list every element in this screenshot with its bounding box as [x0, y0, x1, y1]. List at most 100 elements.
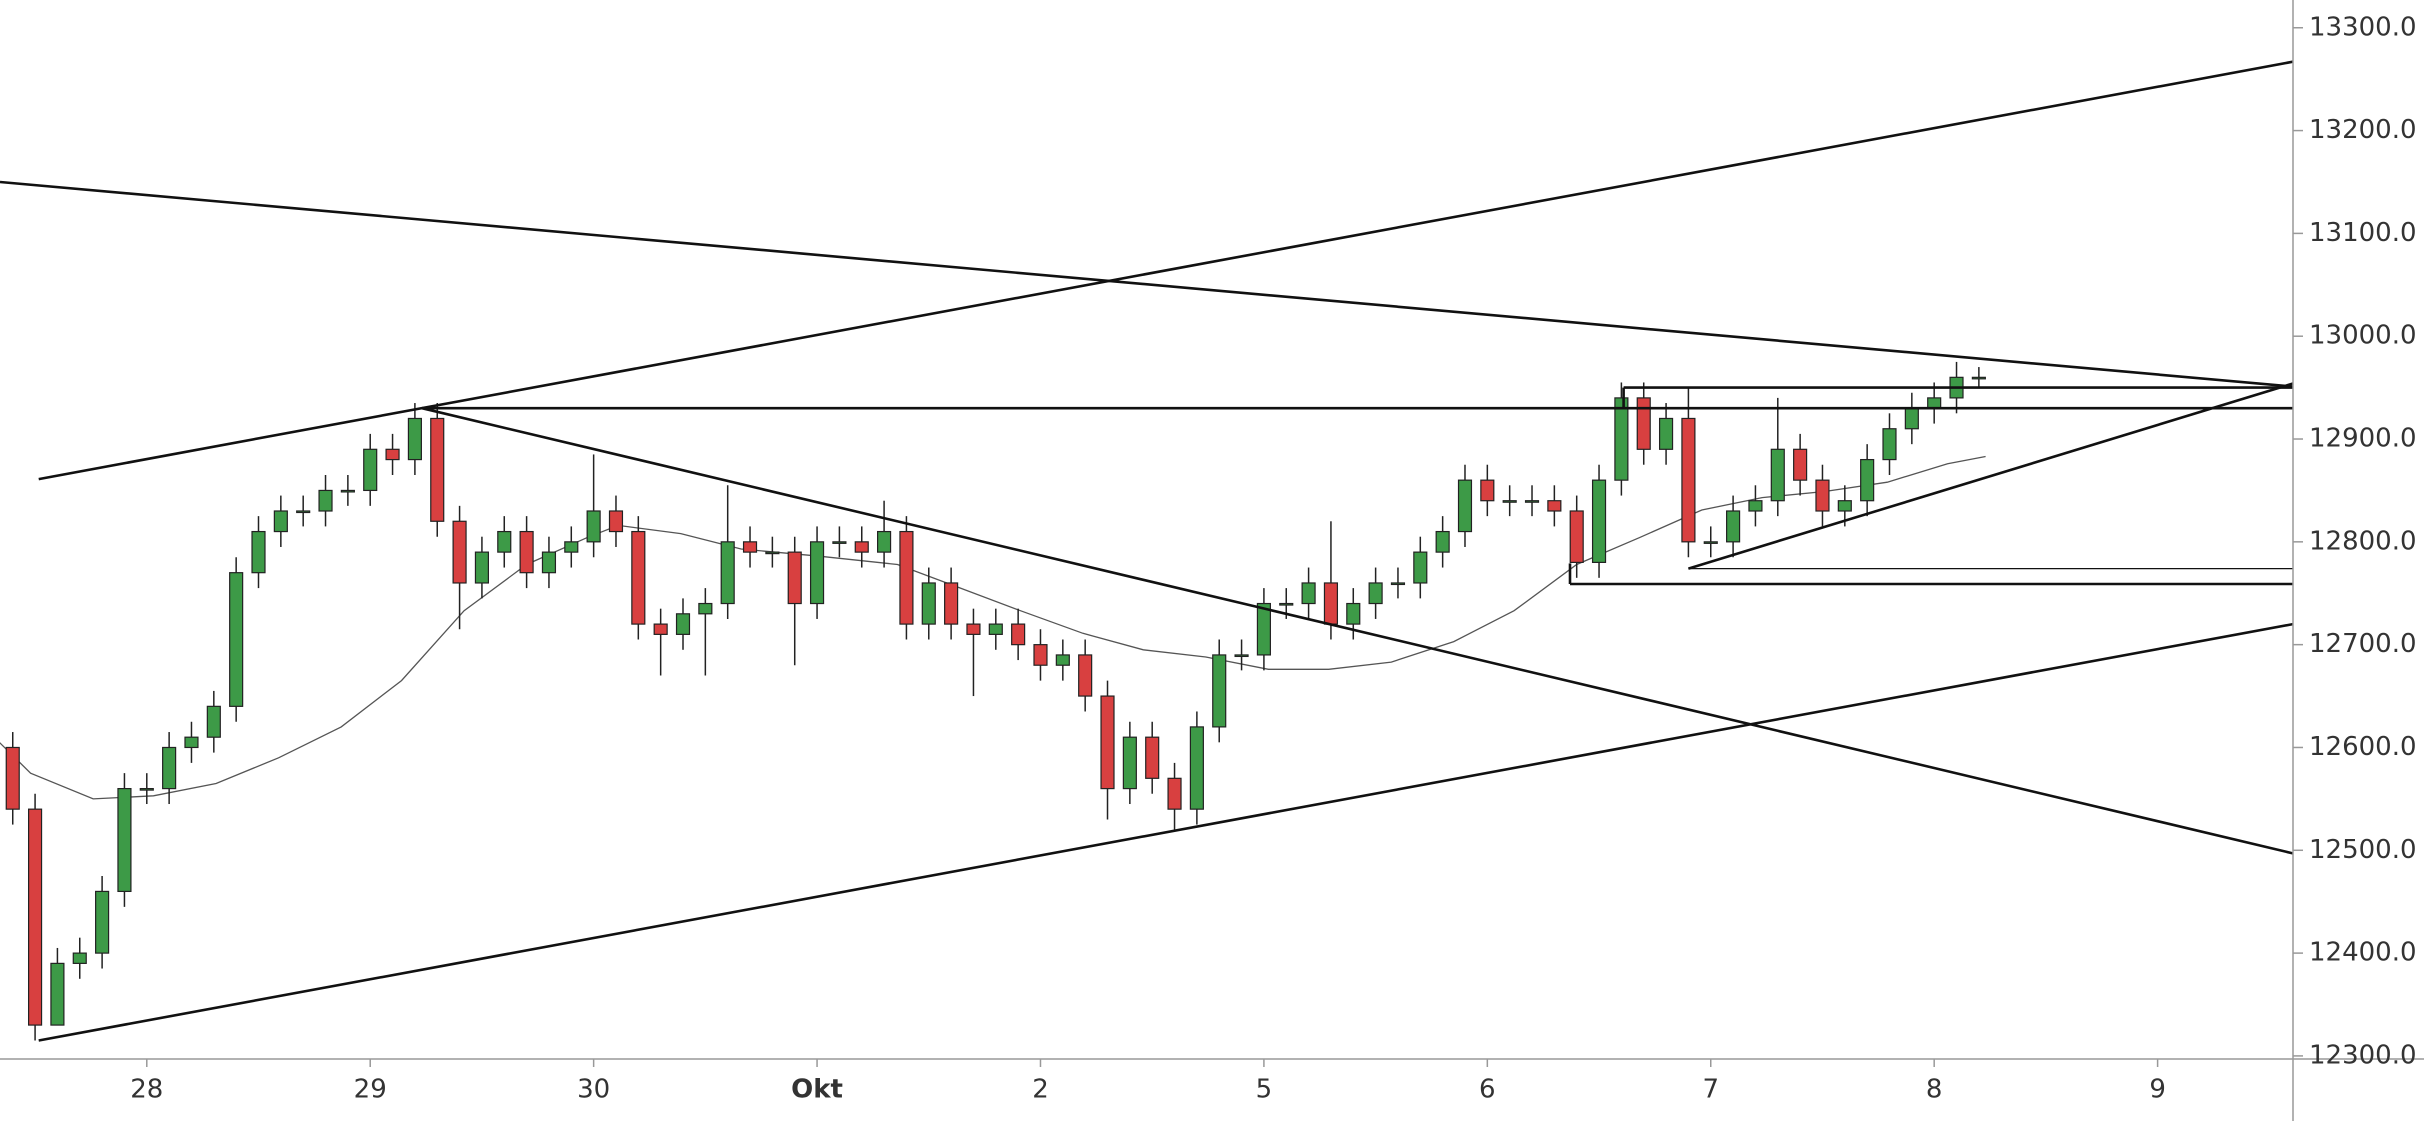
- candle-body: [1078, 654, 1093, 697]
- x-tick-label: 30: [577, 1075, 610, 1105]
- candle-body: [944, 582, 959, 625]
- y-tick-label: 12900.0: [2309, 424, 2417, 454]
- candle-body: [27, 808, 43, 1026]
- candle-body: [720, 541, 735, 605]
- candle-body: [631, 530, 646, 625]
- candle-body: [1100, 695, 1115, 790]
- candle-body: [385, 448, 400, 461]
- x-tick-label: 7: [1702, 1075, 1719, 1105]
- candle-body: [1882, 428, 1897, 461]
- candle-body: [809, 541, 825, 605]
- candle-body: [318, 489, 333, 512]
- y-tick-label: 12500.0: [2309, 835, 2417, 865]
- y-tick-label: 12300.0: [2309, 1040, 2417, 1070]
- candle-body: [1323, 582, 1339, 625]
- candle-body: [1055, 654, 1070, 666]
- y-tick-label: 13000.0: [2309, 321, 2417, 351]
- candle-body: [1011, 623, 1026, 646]
- x-tick-label: 6: [1479, 1075, 1496, 1105]
- candle-body: [1256, 602, 1271, 656]
- candle-body: [1904, 407, 1919, 430]
- candle-body: [1815, 479, 1830, 512]
- candle-body: [1726, 510, 1741, 543]
- candle-body: [698, 602, 713, 615]
- candle-body: [832, 541, 847, 544]
- candle-body: [5, 746, 20, 810]
- candle-body: [1457, 479, 1473, 533]
- y-tick-label: 12400.0: [2309, 938, 2417, 968]
- candle-body: [519, 530, 534, 574]
- candle-body: [966, 623, 981, 635]
- candle-body: [541, 551, 557, 574]
- x-tick-label: 29: [354, 1075, 387, 1105]
- candle-body: [206, 705, 221, 738]
- candle-body: [1390, 582, 1406, 586]
- candle-body: [1234, 654, 1249, 658]
- candle-body: [1569, 510, 1584, 564]
- candle-body: [675, 613, 691, 635]
- x-tick-label: 2: [1032, 1075, 1049, 1105]
- y-tick-label: 12700.0: [2309, 629, 2417, 659]
- candle-body: [251, 530, 266, 574]
- candle-body: [1480, 479, 1495, 502]
- plot-area: [0, 60, 2293, 1042]
- candle-body: [1927, 397, 1942, 409]
- candle-body: [273, 510, 288, 533]
- candle-body: [229, 572, 244, 707]
- candle-body: [296, 510, 311, 514]
- trend-line: [38, 60, 2293, 481]
- candle-body: [921, 582, 936, 625]
- candle-body: [1658, 417, 1674, 450]
- candle-body: [787, 551, 802, 605]
- candle-body: [1793, 448, 1808, 481]
- trend-line: [421, 406, 2293, 855]
- candle-body: [1547, 500, 1562, 512]
- candle-body: [117, 787, 132, 893]
- candle-body: [1413, 551, 1428, 584]
- moving-average: [0, 455, 1986, 800]
- trend-line: [1688, 382, 2293, 570]
- candle-body: [1212, 654, 1227, 728]
- candle-body: [184, 736, 199, 749]
- candle-body: [1524, 500, 1540, 503]
- candle-body: [1614, 397, 1629, 481]
- y-tick-label: 12600.0: [2309, 732, 2417, 762]
- x-tick-label: 28: [130, 1075, 163, 1105]
- candle-body: [72, 952, 87, 964]
- candle-body: [1122, 736, 1137, 790]
- candle-body: [899, 530, 914, 625]
- candle-body: [1636, 397, 1651, 450]
- candle-body: [877, 530, 892, 553]
- candle-body: [452, 520, 467, 584]
- candle-body: [1189, 726, 1204, 810]
- candle-body: [586, 510, 601, 543]
- candle-body: [1837, 500, 1852, 512]
- candle-body: [1591, 479, 1607, 564]
- candle-body: [765, 551, 780, 555]
- candle-body: [1860, 458, 1875, 502]
- candle-body: [1145, 736, 1160, 779]
- candle-body: [1301, 582, 1316, 605]
- candle-body: [340, 489, 355, 493]
- candle-body: [608, 510, 624, 533]
- y-tick-label: 13100.0: [2309, 218, 2417, 248]
- candle-body: [162, 746, 177, 790]
- y-tick-label: 13200.0: [2309, 115, 2417, 145]
- candle-body: [1167, 777, 1182, 810]
- candle-body: [407, 417, 422, 461]
- candle-body: [988, 623, 1003, 635]
- candle-body: [1435, 530, 1450, 553]
- x-tick-label: Okt: [791, 1075, 843, 1105]
- candle-body: [1971, 376, 1986, 380]
- candle-body: [497, 530, 512, 553]
- candle-body: [95, 890, 110, 954]
- y-tick-label: 13300.0: [2309, 12, 2417, 42]
- candle-body: [1279, 602, 1294, 606]
- candle-body: [1033, 644, 1048, 666]
- candle-body: [1770, 448, 1785, 502]
- candle-body: [1703, 541, 1718, 544]
- candle-body: [1346, 602, 1361, 625]
- x-tick-label: 8: [1926, 1075, 1943, 1105]
- candle-body: [653, 623, 668, 635]
